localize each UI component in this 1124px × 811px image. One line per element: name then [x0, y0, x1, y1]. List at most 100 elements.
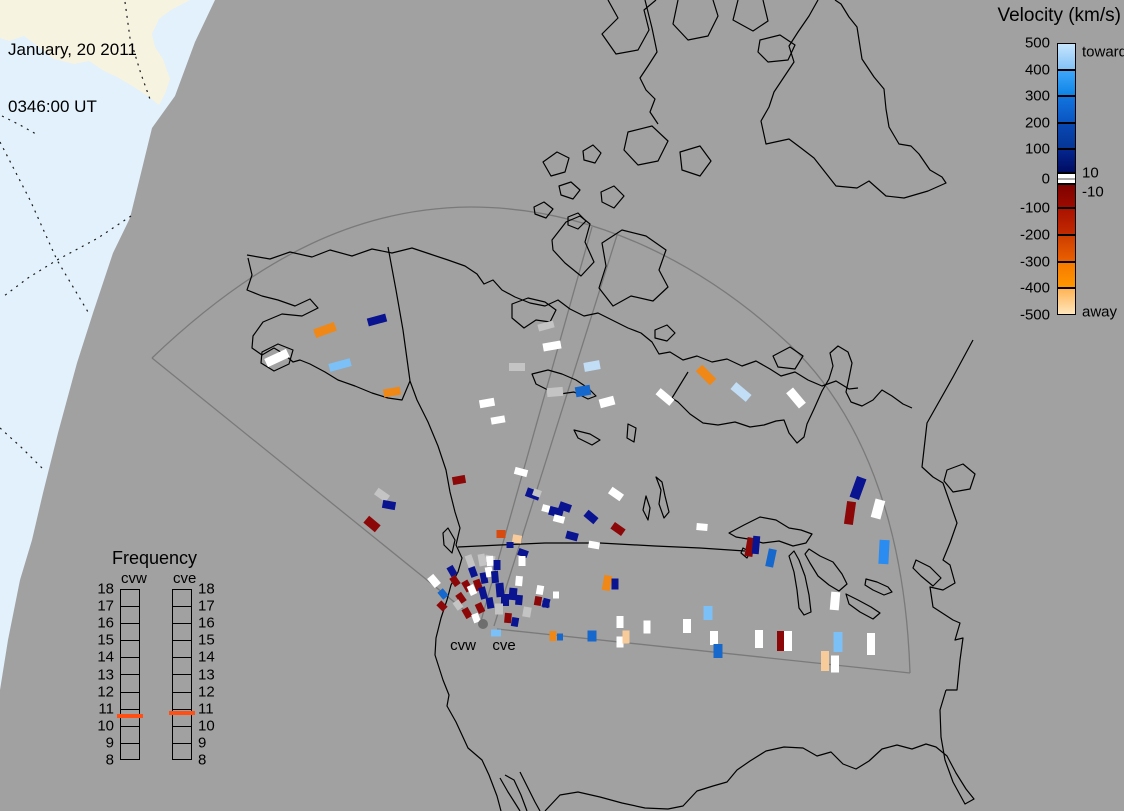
frequency-bar-segment — [173, 675, 191, 693]
colorbar-tick-label: 400 — [1024, 61, 1050, 79]
velocity-vector — [474, 601, 486, 615]
frequency-tick-label-right: 17 — [198, 597, 215, 615]
timestamp: January, 20 2011 0346:00 UT — [8, 2, 137, 154]
frequency-bar-segment — [173, 607, 191, 625]
velocity-vector — [537, 320, 555, 332]
colorbar-threshold-neg10: -10 — [1082, 183, 1104, 201]
banks-island — [551, 215, 595, 277]
colorbar-away-label: away — [1082, 303, 1118, 321]
frequency-tick-label-right: 13 — [198, 666, 215, 683]
colorbar-tick-label: -300 — [1019, 253, 1050, 271]
velocity-vector — [511, 534, 523, 544]
frequency-bar-segment — [121, 744, 139, 761]
frequency-bar-segment — [173, 744, 191, 761]
velocity-legend-title: Velocity (km/s) — [997, 5, 1121, 26]
velocity-vector — [495, 582, 505, 598]
velocity-vector — [542, 340, 562, 352]
colorbar-tick-label: 500 — [1024, 34, 1050, 52]
baja-gulf-mexico-coast — [499, 689, 975, 811]
timestamp-date: January, 20 2011 — [8, 40, 137, 59]
velocity-vector — [870, 498, 886, 520]
arctic-small-island-4 — [533, 201, 554, 219]
colorbar-tick-label: -500 — [1019, 306, 1050, 324]
velocity-vector — [501, 594, 509, 606]
velocity-vector — [751, 535, 761, 555]
velocity-vector — [541, 597, 551, 609]
lake-erie — [845, 593, 881, 620]
colorbar-toward-label: toward — [1082, 43, 1124, 61]
arctic-small-island-2 — [582, 144, 602, 164]
boothia-peninsula — [639, 0, 659, 125]
velocity-vector — [495, 603, 503, 615]
velocity-colorbar — [1057, 43, 1076, 315]
velocity-vector — [532, 488, 542, 498]
velocity-vector — [461, 606, 473, 620]
devon-island-1 — [672, 0, 719, 41]
fov-cvw-east-edge — [480, 226, 593, 622]
frequency-radar-cvw-label: cvw — [121, 570, 147, 587]
frequency-tick-label-right: 11 — [198, 700, 214, 718]
velocity-vector — [533, 595, 543, 607]
velocity-vector — [598, 395, 616, 409]
frequency-bar-segment — [121, 693, 139, 710]
nova-scotia — [912, 559, 942, 587]
velocity-vector — [504, 612, 512, 624]
velocity-vector — [493, 560, 501, 570]
fov-south-edge — [496, 628, 911, 674]
velocity-vector — [786, 387, 806, 409]
colorbar-tick-label: 300 — [1024, 87, 1050, 105]
lake-superior — [728, 516, 813, 547]
velocity-vector — [466, 583, 478, 597]
velocity-vector — [821, 651, 829, 671]
velocity-vector — [765, 548, 777, 568]
offmap-sea-region — [0, 0, 215, 690]
velocity-vector — [784, 631, 792, 651]
frequency-bar-segment — [121, 624, 139, 642]
frequency-bar-segment — [121, 607, 139, 625]
prince-of-wales-island — [679, 145, 712, 177]
velocity-vector — [643, 620, 651, 634]
lake-ontario — [864, 578, 893, 596]
frequency-bar-cvw — [120, 589, 140, 760]
velocity-vector — [587, 540, 601, 550]
frequency-bar-segment — [173, 641, 191, 659]
velocity-vector — [451, 474, 467, 486]
colorbar-zero-line — [1058, 178, 1075, 181]
arctic-small-island-6 — [567, 212, 587, 230]
hudson-bay-coast — [671, 345, 913, 444]
frequency-tick-label-left: 18 — [97, 580, 114, 598]
velocity-vector — [449, 574, 461, 588]
velocity-vector — [703, 606, 713, 620]
velocity-vector — [264, 348, 290, 368]
velocity-vector — [557, 633, 563, 641]
frequency-tick-label-right: 9 — [198, 734, 207, 752]
colorbar-tick-label: 200 — [1024, 114, 1050, 132]
velocity-vector — [553, 591, 559, 599]
velocity-vector — [446, 564, 458, 578]
frequency-bar-segment — [173, 693, 191, 710]
velocity-vector — [833, 632, 843, 652]
lake-winnipeg — [655, 476, 670, 519]
frequency-tick-label-left: 12 — [97, 683, 114, 701]
velocity-vector — [755, 630, 763, 648]
alaska-west-coast — [246, 257, 411, 401]
frequency-bar-segment — [121, 590, 139, 608]
colorbar-tick-label: -400 — [1019, 279, 1050, 297]
fov-west-edge — [151, 357, 480, 623]
velocity-vector — [484, 566, 494, 578]
velocity-vector — [655, 388, 675, 406]
velocity-vector — [549, 631, 557, 641]
colorbar-segment — [1057, 43, 1076, 70]
velocity-vector — [468, 566, 478, 578]
velocity-vector — [381, 499, 397, 511]
velocity-vector — [616, 616, 624, 628]
velocity-vector — [831, 655, 839, 673]
colorbar-segment — [1057, 288, 1076, 315]
colorbar-segment — [1057, 234, 1076, 262]
velocity-vector — [574, 384, 592, 398]
frequency-tick-label-right: 14 — [198, 648, 215, 666]
velocity-vector — [363, 515, 381, 533]
vancouver-island — [442, 527, 456, 554]
